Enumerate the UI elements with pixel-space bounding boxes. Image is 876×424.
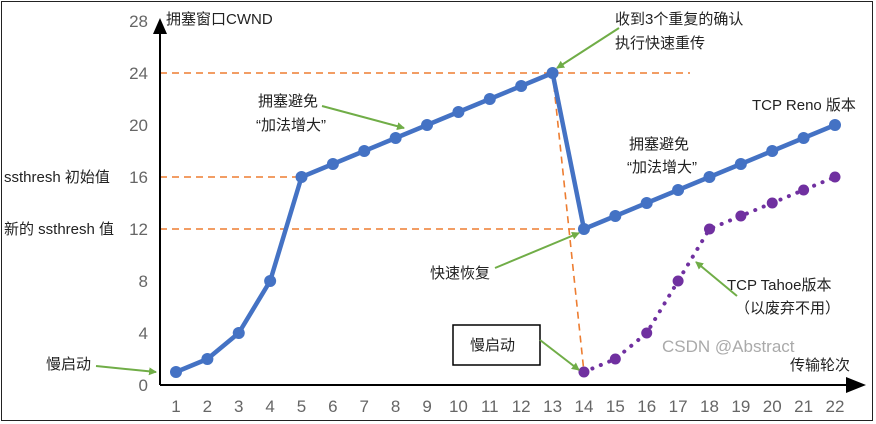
x-tick-label: 20 — [763, 397, 782, 416]
x-axis-arrow-icon — [846, 377, 866, 393]
arrow-triple-ack — [556, 27, 620, 69]
reno-point — [201, 353, 214, 365]
reno-point — [232, 327, 245, 339]
reno-point — [703, 171, 716, 183]
reno-point — [609, 210, 622, 222]
arrow-slow-start — [95, 365, 157, 376]
annotation-fast-recovery: 快速恢复 — [430, 264, 490, 282]
x-tick-label: 10 — [449, 397, 468, 416]
reno-point — [672, 184, 685, 196]
x-tick-label: 17 — [669, 397, 688, 416]
annotation-triple-ack: 收到3个重复的确认 — [615, 10, 743, 28]
y-axis-arrow-icon — [153, 18, 167, 34]
tahoe-point — [703, 223, 715, 235]
tahoe-line — [581, 175, 837, 374]
reno-point — [295, 171, 308, 183]
annotation-congestion-avoidance-1: 拥塞避免 — [258, 92, 318, 110]
x-tick-label: 18 — [700, 397, 719, 416]
x-tick-label: 6 — [328, 397, 337, 416]
reno-point — [264, 275, 277, 287]
reno-point — [797, 132, 810, 144]
tahoe-point — [829, 171, 841, 183]
annotation-slow-start-box: 慢启动 — [470, 337, 515, 354]
tahoe-point — [766, 197, 778, 209]
reno-point — [326, 158, 339, 170]
reno-point — [421, 119, 434, 131]
tahoe-point — [609, 353, 621, 365]
x-tick-label: 21 — [794, 397, 813, 416]
ssthresh-initial-label: ssthresh 初始值 — [4, 169, 110, 186]
reno-line — [175, 70, 836, 375]
tahoe-point — [798, 184, 810, 196]
slow-start-box — [452, 324, 541, 366]
x-tick-label: 11 — [481, 397, 499, 416]
tahoe-point — [735, 210, 747, 222]
x-tick-label: 8 — [391, 397, 400, 416]
reno-point — [358, 145, 371, 157]
annotation-tahoe-deprecated: （以废弃不用） — [735, 300, 840, 317]
reno-point — [389, 132, 402, 144]
reno-point — [483, 93, 496, 105]
x-tick-label: 14 — [574, 397, 593, 416]
watermark: CSDN @Abstract — [662, 337, 795, 356]
x-tick-label: 4 — [265, 397, 274, 416]
x-tick-label: 3 — [234, 397, 243, 416]
x-tick-label: 15 — [606, 397, 625, 416]
x-tick-label: 5 — [297, 397, 306, 416]
annotation-fast-retransmit: 执行快速重传 — [615, 35, 705, 52]
y-tick-label: 16 — [129, 168, 148, 187]
x-tick-label: 19 — [731, 397, 750, 416]
arrow-tahoe — [695, 261, 738, 297]
y-tick-label: 8 — [139, 272, 148, 291]
tahoe-point — [672, 275, 684, 287]
annotation-additive-increase-2: “加法增大” — [627, 159, 697, 176]
reno-point — [734, 158, 747, 170]
annotation-reno: TCP Reno 版本 — [752, 97, 856, 114]
ssthresh-new-label: 新的 ssthresh 值 — [4, 221, 114, 238]
y-tick-label: 0 — [139, 376, 148, 395]
annotation-congestion-avoidance-2: 拥塞避免 — [629, 135, 689, 153]
y-tick-label: 28 — [129, 12, 148, 31]
x-tick-label: 16 — [637, 397, 656, 416]
reno-point — [766, 145, 779, 157]
tahoe-point — [641, 327, 653, 339]
y-tick-label: 24 — [129, 64, 148, 83]
reno-point — [515, 80, 528, 92]
reno-point — [577, 223, 590, 235]
reno-point — [640, 197, 653, 209]
reno-point — [452, 106, 465, 118]
annotation-additive-increase-1: “加法增大” — [256, 117, 326, 134]
annotation-slow-start: 慢启动 — [46, 356, 91, 373]
x-tick-label: 13 — [543, 397, 562, 416]
reno-point — [170, 366, 182, 378]
x-tick-label: 9 — [422, 397, 431, 416]
x-tick-label: 7 — [360, 397, 369, 416]
arrow-fast-recovery — [494, 232, 580, 269]
x-tick-label: 2 — [203, 397, 212, 416]
y-axis-title: 拥塞窗口CWND — [166, 10, 273, 28]
reno-point — [829, 119, 841, 131]
reno-point — [546, 67, 559, 79]
x-tick-label: 1 — [171, 397, 180, 416]
y-tick-label: 20 — [129, 116, 148, 135]
x-axis-title: 传输轮次 — [790, 357, 850, 374]
annotation-tahoe: TCP Tahoe版本 — [727, 277, 832, 294]
arrow-slow-start-2 — [539, 339, 580, 371]
y-tick-label: 12 — [129, 220, 148, 239]
arrow-congestion-avoidance-1 — [321, 105, 405, 131]
fast-retransmit-drop-line — [551, 72, 585, 373]
tahoe-point — [578, 366, 590, 378]
y-tick-label: 4 — [139, 324, 148, 343]
x-tick-label: 12 — [512, 397, 531, 416]
x-tick-label: 22 — [826, 397, 845, 416]
